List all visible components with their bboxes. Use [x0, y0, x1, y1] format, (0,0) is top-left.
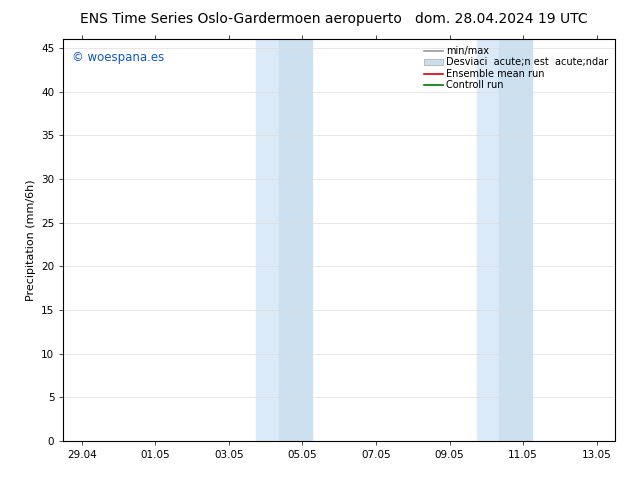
Y-axis label: Precipitation (mm/6h): Precipitation (mm/6h) — [25, 179, 36, 301]
Text: © woespana.es: © woespana.es — [72, 51, 164, 64]
Text: dom. 28.04.2024 19 UTC: dom. 28.04.2024 19 UTC — [415, 12, 587, 26]
Bar — [499, 39, 533, 441]
Legend: min/max, Desviaci  acute;n est  acute;ndar, Ensemble mean run, Controll run: min/max, Desviaci acute;n est acute;ndar… — [422, 44, 610, 92]
Bar — [256, 39, 278, 441]
Text: ENS Time Series Oslo-Gardermoen aeropuerto: ENS Time Series Oslo-Gardermoen aeropuer… — [80, 12, 402, 26]
Bar — [477, 39, 499, 441]
Bar — [278, 39, 312, 441]
